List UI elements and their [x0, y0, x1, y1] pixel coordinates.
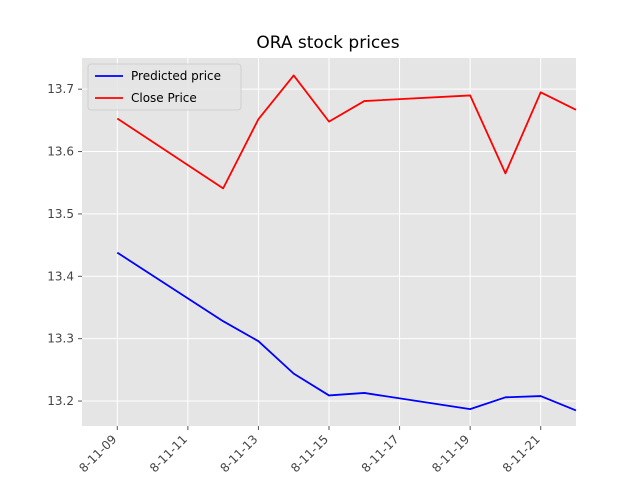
legend-label-predicted: Predicted price [131, 69, 221, 83]
x-tick-label: 8-11-13 [218, 432, 261, 475]
x-tick-label: 8-11-17 [359, 432, 402, 475]
y-tick-label: 13.6 [47, 145, 74, 159]
legend-box [87, 63, 242, 111]
x-tick-label: 8-11-21 [500, 432, 543, 475]
chart-title: ORA stock prices [256, 33, 399, 53]
y-tick-label: 13.3 [47, 332, 74, 346]
legend-label-close: Close Price [131, 91, 197, 105]
series-line-predicted-price [116, 251, 577, 412]
y-tick-label: 13.7 [47, 82, 74, 96]
x-tick-label: 8-11-11 [147, 432, 190, 475]
x-tick-label: 8-11-19 [429, 432, 472, 475]
series-lines [116, 74, 577, 412]
x-tick-label: 8-11-15 [288, 432, 331, 475]
legend: Predicted price Close Price [87, 63, 242, 111]
y-tick-label: 13.5 [47, 207, 74, 221]
x-tick-label: 8-11-09 [76, 432, 119, 475]
series-line-close-price [116, 74, 577, 190]
y-tick-label: 13.4 [47, 269, 74, 283]
y-tick-label: 13.2 [47, 394, 74, 408]
